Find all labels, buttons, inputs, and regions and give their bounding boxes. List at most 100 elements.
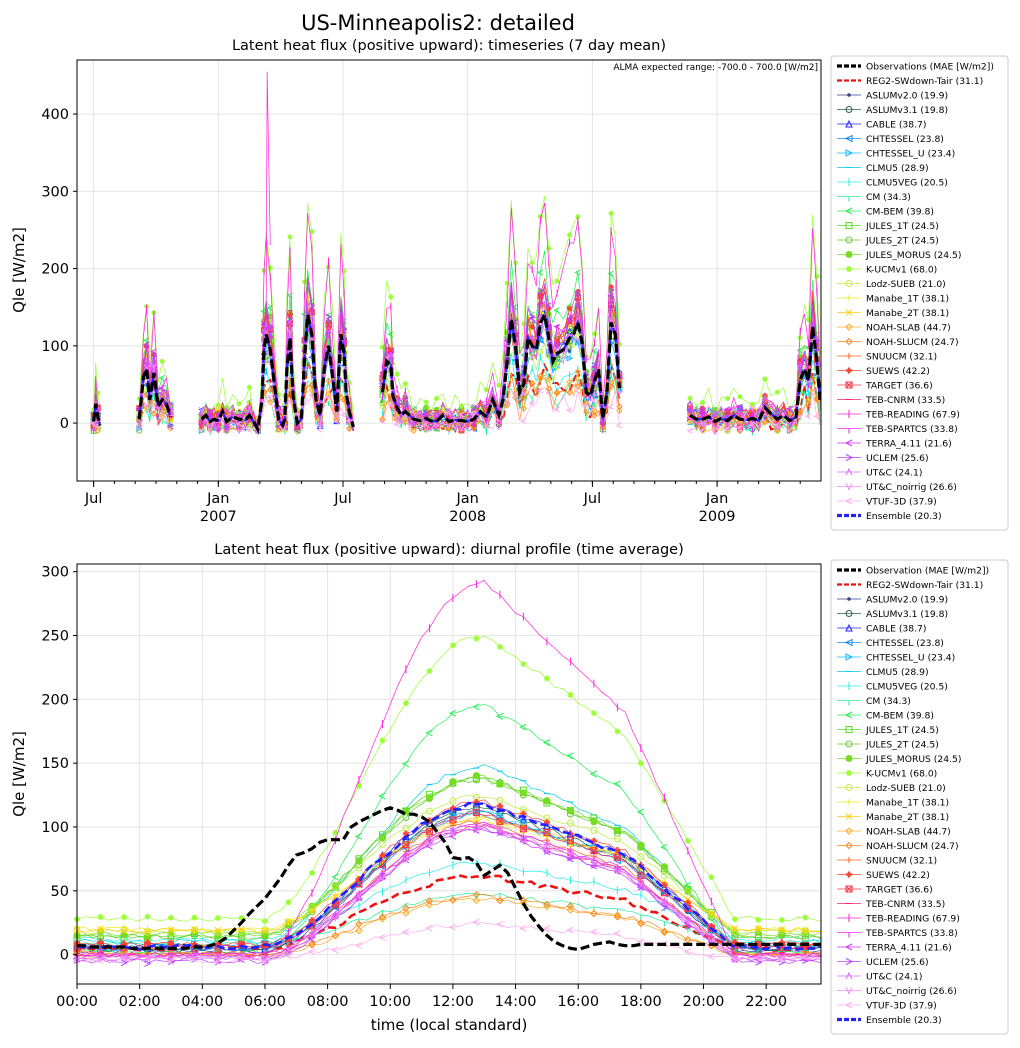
- legend-label: JULES_1T (24.5): [865, 221, 939, 232]
- model-marker: [496, 825, 504, 833]
- model-marker: [245, 427, 253, 433]
- model-line: [76, 825, 822, 961]
- model-marker: [379, 344, 385, 350]
- model-marker: [684, 896, 692, 903]
- legend-label: CHTESSEL (23.8): [866, 638, 944, 649]
- model-marker: [150, 348, 157, 355]
- model-marker: [511, 391, 519, 398]
- model-marker: [308, 941, 316, 949]
- model-marker: [223, 424, 230, 431]
- model-marker: [519, 789, 527, 797]
- model-marker: [608, 315, 615, 323]
- model-marker: [543, 797, 551, 805]
- model-marker: [166, 423, 174, 430]
- legend-label: NOAH-SLAB (44.7): [866, 323, 951, 334]
- model-marker: [151, 353, 158, 360]
- model-marker: [410, 421, 417, 429]
- model-marker: [683, 948, 692, 956]
- model-marker: [378, 840, 386, 848]
- model-marker: [520, 393, 528, 401]
- model-marker: [574, 310, 581, 318]
- model-marker: [574, 269, 581, 276]
- model-marker: [582, 408, 590, 416]
- model-marker: [236, 412, 243, 419]
- model-marker: [206, 427, 213, 434]
- model-marker: [401, 928, 410, 936]
- model-marker: [708, 910, 715, 917]
- model-marker: [266, 304, 273, 311]
- model-marker: [285, 899, 292, 906]
- model-marker: [687, 395, 693, 401]
- model-marker: [503, 400, 510, 406]
- model-marker: [496, 643, 503, 650]
- model-marker: [331, 873, 339, 881]
- model-marker: [543, 900, 551, 909]
- model-marker: [574, 387, 581, 394]
- model-line: [93, 376, 101, 430]
- model-marker: [496, 818, 504, 825]
- model-marker: [191, 914, 198, 921]
- model-marker: [483, 387, 489, 393]
- legend-label: Observation (MAE [W/m2]): [866, 566, 989, 577]
- model-marker: [422, 421, 429, 428]
- model-marker: [214, 915, 221, 922]
- model-marker: [388, 294, 394, 300]
- x-tick-label: 14:00: [495, 994, 537, 1010]
- model-marker: [616, 341, 622, 347]
- model-marker: [529, 313, 536, 320]
- model-marker: [590, 909, 598, 918]
- model-marker: [275, 427, 282, 433]
- legend-marker: [845, 337, 853, 346]
- model-marker: [801, 954, 809, 962]
- model-marker: [607, 270, 614, 277]
- x-tick-label: 2009: [699, 509, 736, 525]
- model-marker: [575, 214, 581, 220]
- legend-label: CLMU5VEG (20.5): [866, 682, 948, 693]
- model-marker: [379, 737, 386, 744]
- model-marker: [796, 347, 803, 354]
- legend-label: JULES_1T (24.5): [865, 725, 939, 736]
- model-marker: [379, 875, 387, 882]
- model-marker: [410, 408, 417, 415]
- model-marker: [590, 847, 598, 855]
- legend-label: Lodz-SUEB (21.0): [866, 279, 946, 290]
- legend-marker: [845, 251, 853, 258]
- model-marker: [425, 794, 433, 802]
- model-marker: [425, 924, 433, 932]
- model-marker: [308, 922, 316, 930]
- model-marker: [496, 780, 504, 788]
- diurnal-axes: 0 50 100 150 200 250 300 00:00 02:00 04:00 06:00 08…: [41, 565, 787, 1010]
- model-marker: [762, 376, 768, 382]
- legend-label: CABLE (38.7): [866, 624, 926, 635]
- model-marker: [712, 410, 718, 417]
- legend-label: TEB-CNRM (33.5): [865, 899, 945, 910]
- model-marker: [801, 927, 809, 934]
- x-tick-label: 22:00: [745, 994, 787, 1010]
- x-tick-label: 18:00: [620, 994, 662, 1010]
- legend-label: TERRA_4.11 (21.6): [865, 439, 952, 450]
- model-marker: [120, 924, 127, 931]
- legend-label: JULES_2T (24.5): [865, 740, 939, 751]
- model-marker: [495, 920, 504, 928]
- legend-marker: [845, 885, 853, 893]
- model-line: [76, 827, 822, 962]
- timeseries-panel: Latent heat flux (positive upward): time…: [10, 38, 1009, 531]
- model-marker: [287, 234, 293, 240]
- model-marker: [340, 411, 347, 418]
- model-marker: [496, 811, 505, 820]
- model-marker: [325, 326, 332, 333]
- model-marker: [731, 916, 738, 923]
- model-marker: [423, 425, 430, 432]
- model-marker: [774, 389, 780, 395]
- model-marker: [308, 387, 316, 394]
- model-marker: [736, 425, 743, 432]
- x-tick-label: 2008: [449, 509, 486, 525]
- model-line: [76, 809, 822, 954]
- model-marker: [590, 348, 598, 354]
- model-marker: [614, 847, 621, 854]
- model-marker: [567, 232, 573, 238]
- model-marker: [345, 418, 352, 424]
- legend-frame: [830, 55, 1009, 531]
- legend-label: UT&C (24.1): [866, 468, 922, 479]
- model-marker: [260, 958, 269, 966]
